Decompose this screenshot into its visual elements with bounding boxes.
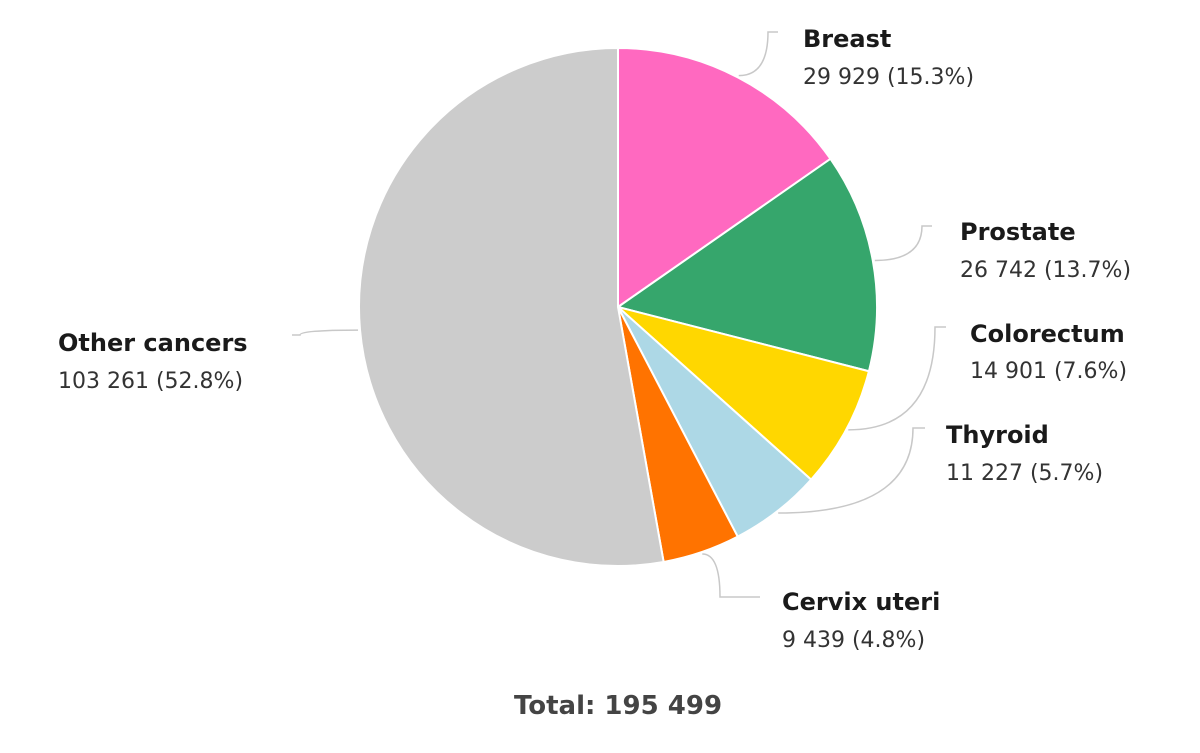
slice-name-label: Cervix uteri	[782, 588, 940, 616]
label-other-cancers: Other cancers 103 261 (52.8%)	[58, 329, 248, 394]
pie-slices	[358, 46, 878, 567]
pie-slice-colorectum	[617, 306, 871, 482]
slice-name-label: Prostate	[960, 218, 1076, 246]
slice-name-label: Breast	[803, 25, 891, 53]
slice-value-label: 14 901 (7.6%)	[970, 359, 1127, 384]
label-colorectum: Colorectum 14 901 (7.6%)	[970, 320, 1127, 384]
pie-slice-prostate	[615, 157, 878, 373]
slice-value-label: 9 439 (4.8%)	[782, 628, 925, 653]
label-prostate: Prostate 26 742 (13.7%)	[960, 218, 1131, 283]
pie-slice-breast	[617, 46, 832, 309]
slice-name-label: Thyroid	[946, 421, 1049, 449]
label-thyroid: Thyroid 11 227 (5.7%)	[946, 421, 1103, 486]
slice-value-label: 11 227 (5.7%)	[946, 461, 1103, 486]
label-breast: Breast 29 929 (15.3%)	[803, 25, 974, 90]
leader-line-prostate	[874, 225, 932, 262]
pie-slice-other-cancers	[358, 46, 665, 567]
leader-line-thyroid	[778, 427, 925, 514]
leader-line-breast	[738, 31, 778, 77]
leader-lines	[292, 31, 946, 598]
leader-line-colorectum	[848, 326, 946, 431]
slice-value-label: 103 261 (52.8%)	[58, 369, 243, 394]
total-label: Total: 195 499	[514, 691, 722, 721]
leader-line-cervix-uteri	[702, 553, 760, 598]
leader-line-other-cancers	[292, 329, 359, 336]
slice-value-label: 29 929 (15.3%)	[803, 65, 974, 90]
slice-name-label: Colorectum	[970, 320, 1125, 348]
slice-value-label: 26 742 (13.7%)	[960, 258, 1131, 283]
slice-name-label: Other cancers	[58, 329, 248, 357]
label-cervix-uteri: Cervix uteri 9 439 (4.8%)	[782, 588, 940, 653]
